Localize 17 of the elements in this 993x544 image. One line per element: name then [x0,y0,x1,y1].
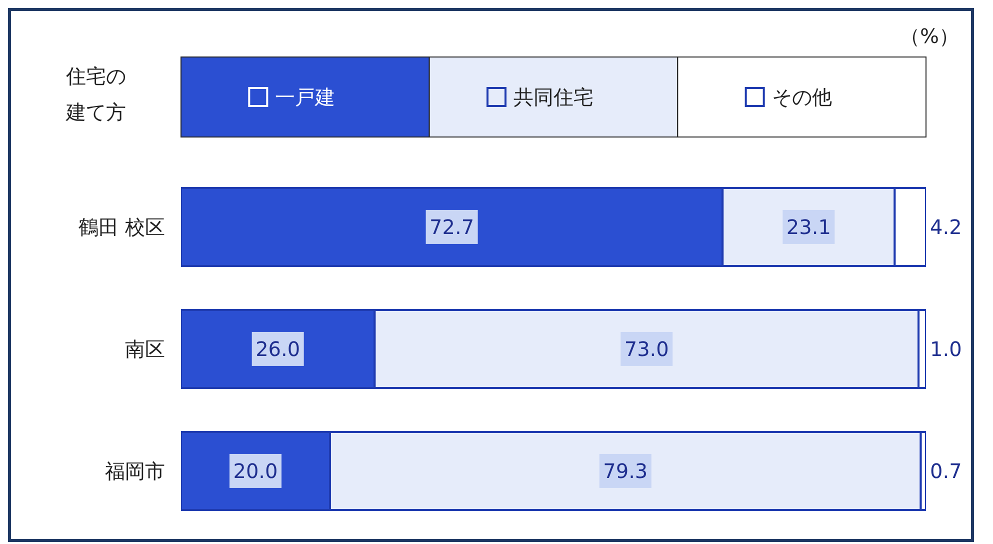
data-label: 4.2 [930,214,962,239]
data-label: 23.1 [786,214,831,239]
y-tick-label: 福岡市 [105,459,165,484]
data-label: 72.7 [430,214,474,239]
text: （%） [900,23,959,50]
data-label: 20.0 [233,458,278,483]
data-label: 26.0 [256,336,300,361]
legend-label: その他 [772,85,832,109]
legend-label: 共同住宅 [514,85,594,109]
data-label: 79.3 [603,458,648,483]
y-tick-label: 南区 [125,337,165,362]
data-label: 73.0 [624,336,669,361]
legend-title: 住宅の建て方 [66,63,127,126]
y-tick-label: 鶴田 校区 [78,215,165,240]
legend-label: 一戸建 [275,85,336,109]
data-label: 0.7 [930,458,962,483]
data-label: 1.0 [930,336,962,361]
